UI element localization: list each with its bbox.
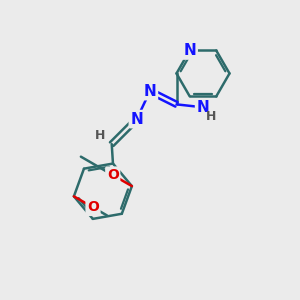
Text: N: N	[130, 112, 143, 127]
Text: N: N	[183, 43, 196, 58]
Text: O: O	[87, 200, 99, 214]
Text: O: O	[107, 168, 119, 182]
Text: N: N	[196, 100, 209, 115]
Text: H: H	[206, 110, 216, 123]
Text: H: H	[95, 129, 105, 142]
Text: N: N	[144, 84, 156, 99]
